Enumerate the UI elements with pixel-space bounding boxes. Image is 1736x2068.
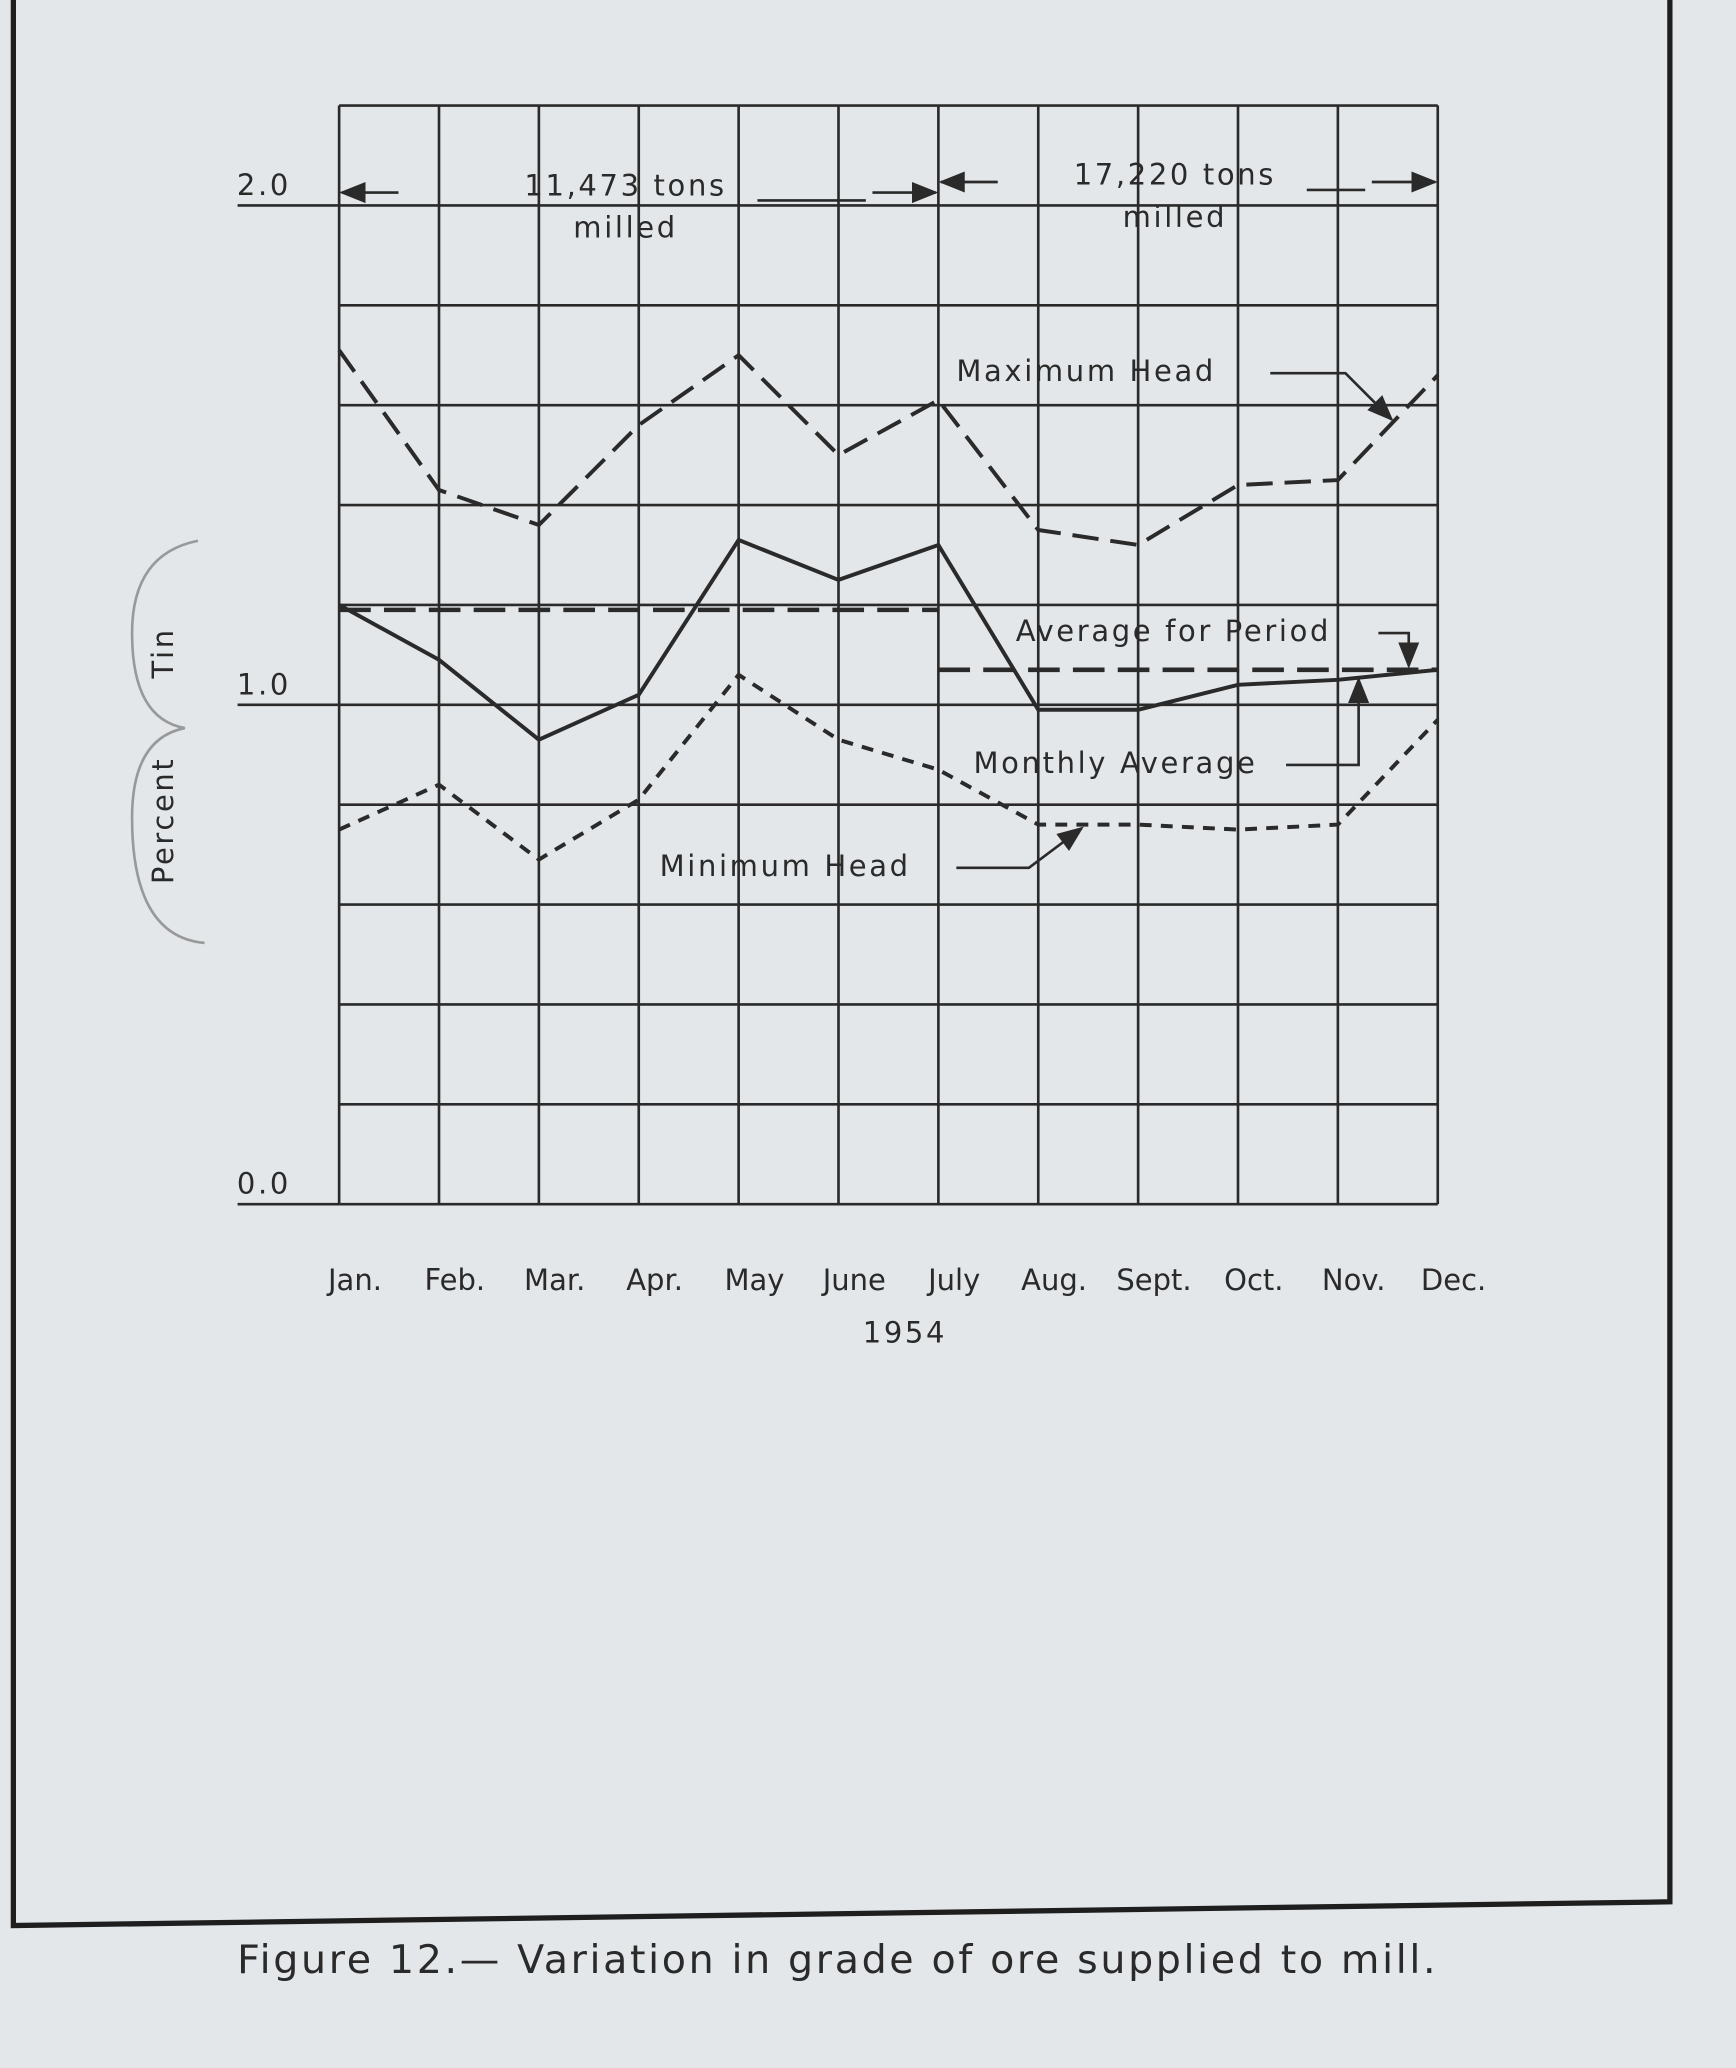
leader [1378, 631, 1420, 669]
y-tick-label: 2.0 [237, 168, 291, 202]
x-tick-label: Feb. [425, 1263, 486, 1297]
y-axis-label: Percent [146, 757, 180, 885]
x-tick-label: June [821, 1263, 886, 1297]
y-tick-label: 1.0 [237, 667, 291, 701]
x-tick-label: Mar. [524, 1263, 585, 1297]
y-axis-label: Tin [146, 627, 180, 679]
x-tick-label: May [724, 1263, 784, 1297]
period-label: 17,220 tons [1074, 158, 1276, 192]
leader [956, 826, 1084, 870]
series-line [338, 537, 1438, 743]
series-label: Average for Period [1016, 614, 1331, 648]
series-line [337, 349, 1440, 548]
x-tick-label: Sept. [1116, 1263, 1191, 1297]
x-tick-label: Jan. [326, 1263, 382, 1297]
series-label: Maximum Head [956, 354, 1216, 388]
leader [1270, 371, 1394, 422]
period-label: 11,473 tons [524, 168, 726, 202]
x-tick-label: Apr. [626, 1263, 683, 1297]
y-tick-label: 0.0 [237, 1167, 291, 1201]
x-tick-label: Oct. [1224, 1263, 1283, 1297]
period-label: milled [573, 210, 677, 244]
x-tick-label: Aug. [1021, 1263, 1087, 1297]
series-label: Minimum Head [660, 849, 911, 883]
x-axis-label: 1954 [863, 1316, 947, 1350]
frame [10, 0, 1673, 1929]
leader [1286, 676, 1370, 767]
brace [130, 539, 205, 945]
series-line [338, 672, 1440, 862]
x-tick-label: Dec. [1421, 1263, 1486, 1297]
x-tick-label: July [926, 1263, 980, 1297]
series-label: Monthly Average [974, 746, 1258, 780]
x-tick-label: Nov. [1322, 1263, 1386, 1297]
caption: Figure 12.— Variation in grade of ore su… [237, 1937, 1438, 1983]
period-label: milled [1123, 200, 1227, 234]
